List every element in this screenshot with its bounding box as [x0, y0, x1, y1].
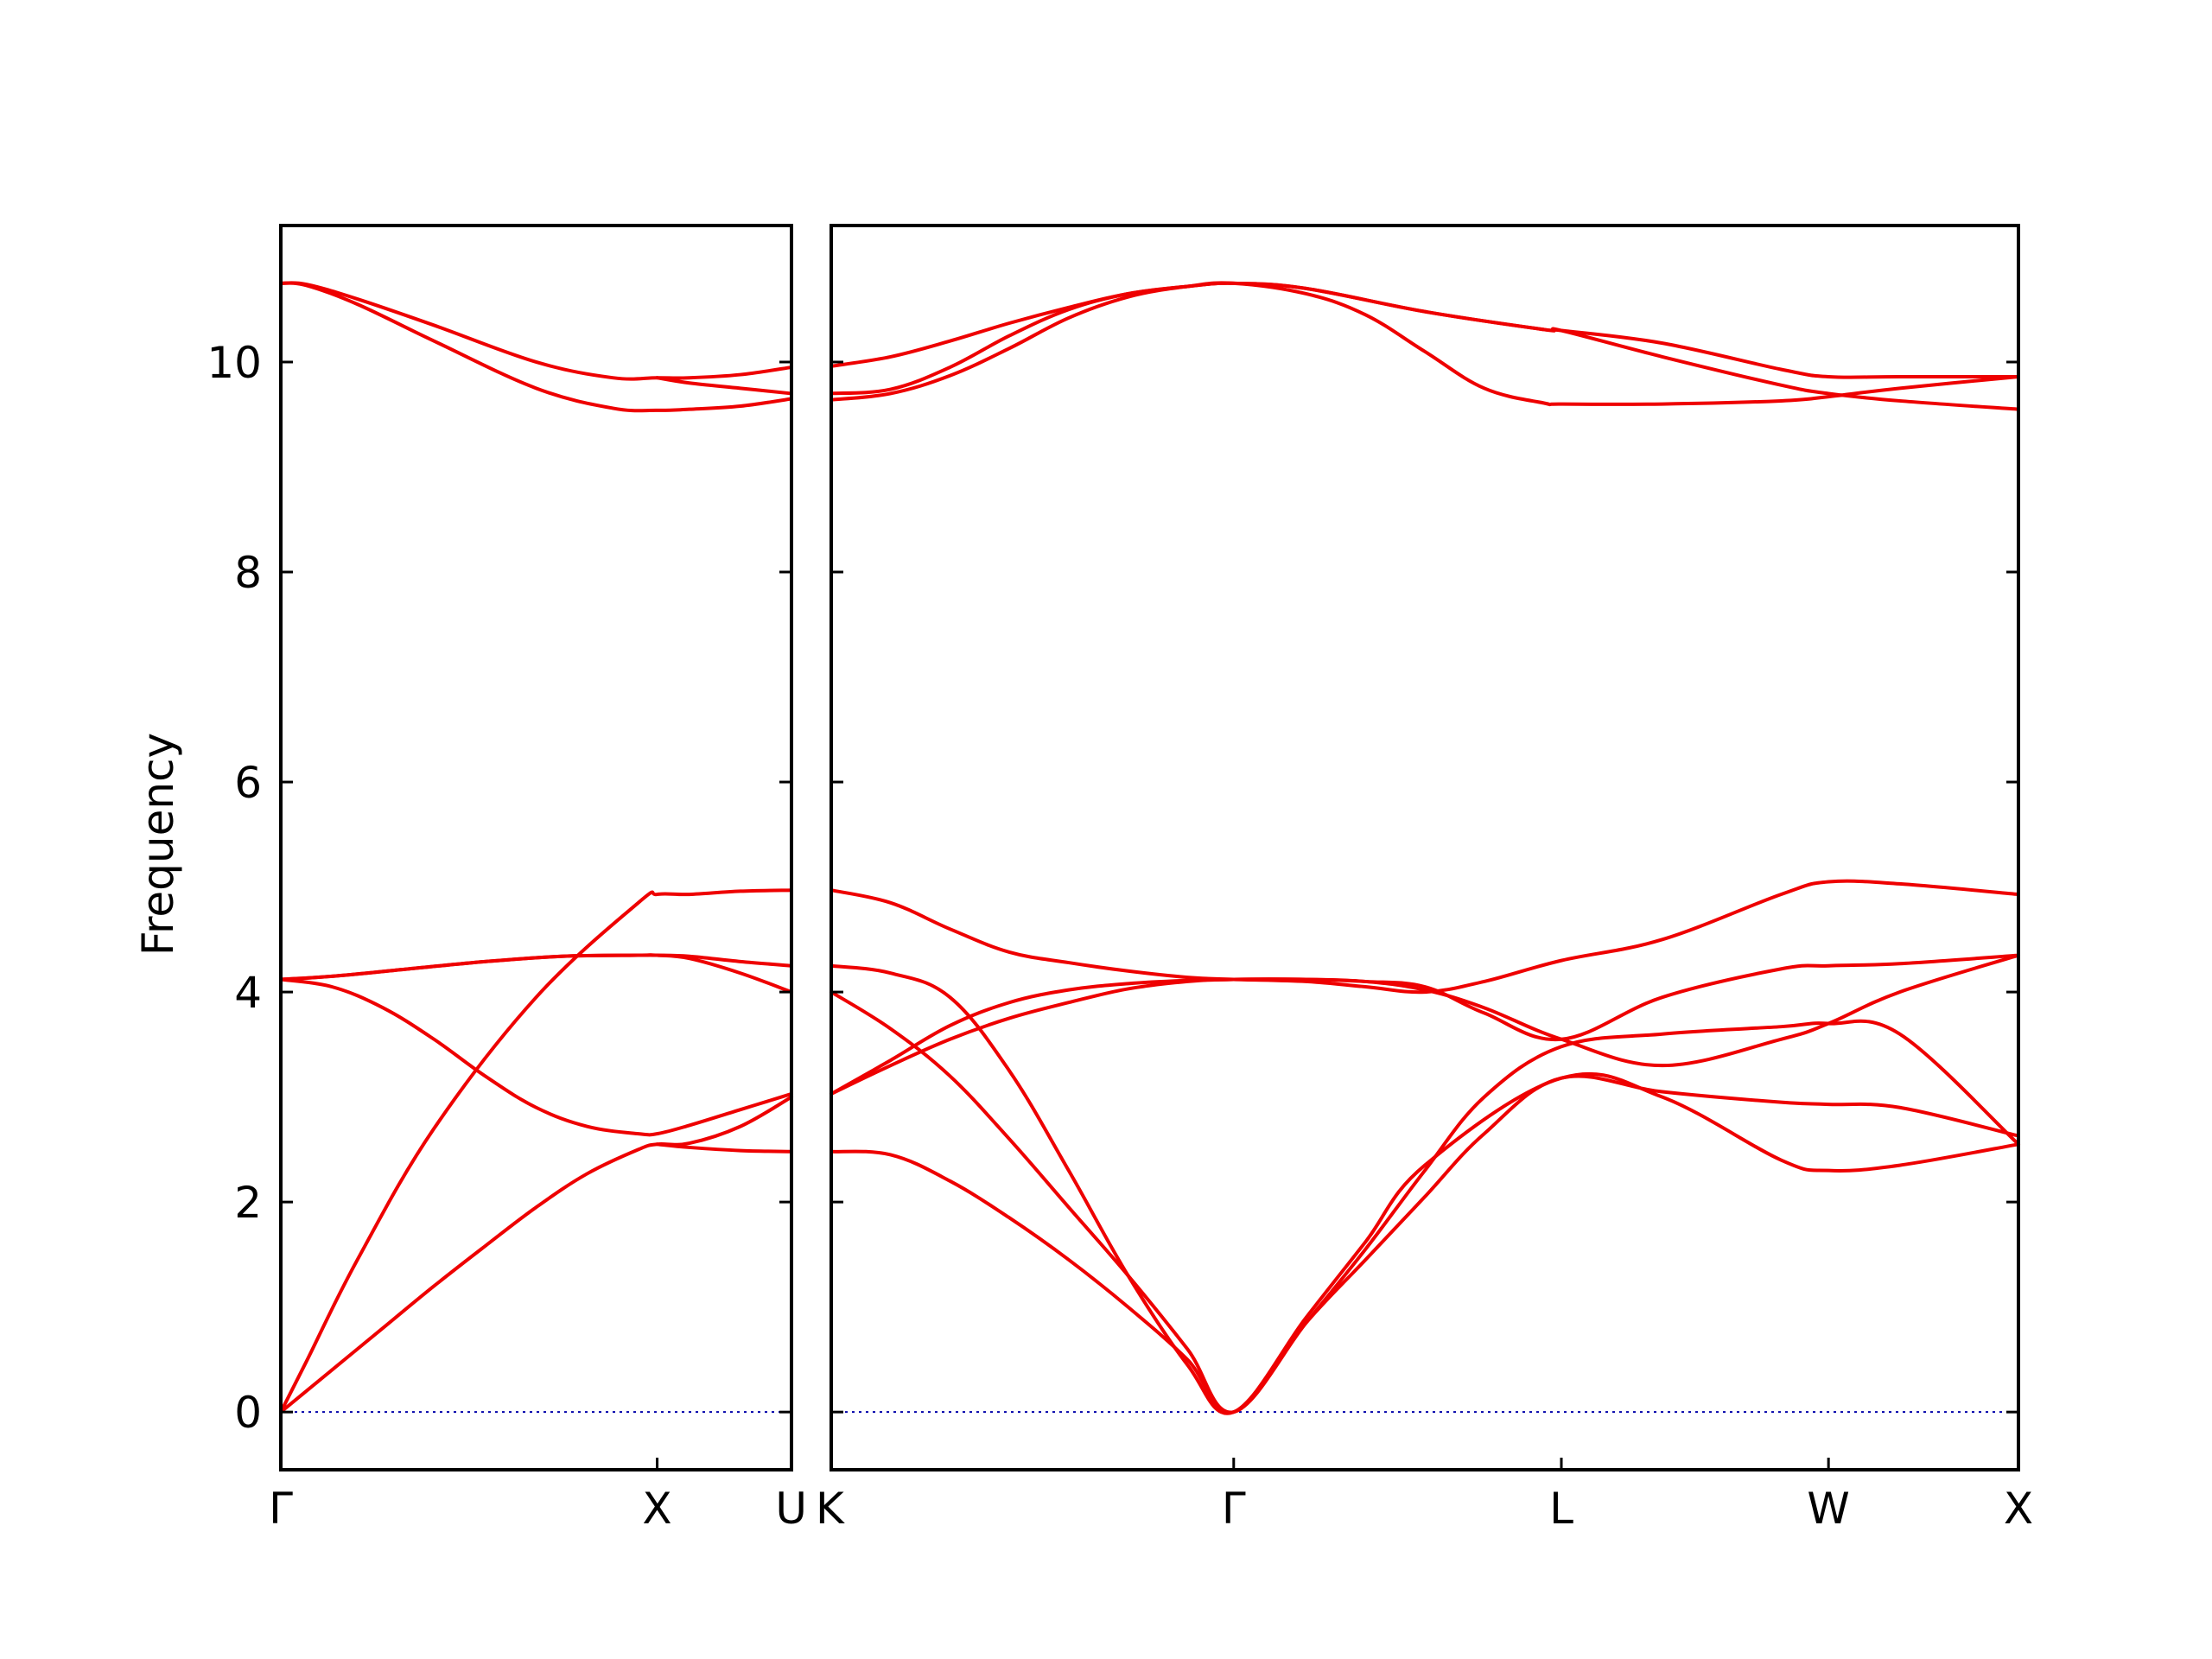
y-tick-label: 4 [234, 968, 262, 1018]
plot-frame [279, 224, 793, 1471]
y-tick-label: 8 [234, 548, 262, 598]
x-tick-label: Γ [1222, 1484, 1246, 1534]
band-line-1-6 [279, 953, 793, 995]
band-line-1-8 [279, 1095, 793, 1414]
band-line-1-3 [655, 376, 793, 396]
y-tick-label: 2 [234, 1178, 262, 1228]
x-tick-label: U [775, 1484, 807, 1534]
band-line-2-5 [830, 963, 2020, 1415]
band-line-1-1 [279, 281, 793, 381]
x-tick-label: K [816, 1484, 845, 1534]
x-tick-label: W [1807, 1484, 1849, 1534]
band-line-2-9 [830, 953, 2020, 1096]
band-line-2-4 [830, 879, 2020, 995]
band-line-1-4 [279, 888, 793, 1414]
band-line-2-1 [830, 281, 2020, 379]
x-tick-label: X [642, 1484, 671, 1534]
x-tick-label: Γ [269, 1484, 293, 1534]
band-line-1-7 [279, 977, 793, 1137]
panel-1: 0 2 4 6 8 10 Γ X U [207, 224, 807, 1534]
plot-frame [830, 224, 2020, 1471]
y-tick-label: 0 [234, 1388, 262, 1438]
y-tick-label: 6 [234, 758, 262, 808]
band-line-2-7 [830, 1074, 2020, 1414]
x-tick-label: X [2004, 1484, 2033, 1534]
y-tick-label: 10 [207, 338, 262, 388]
band-line-2-2 [830, 281, 2020, 411]
y-axis-label: Frequency [133, 733, 183, 956]
band-line-2-6 [830, 990, 2020, 1414]
band-line-1-9 [655, 1142, 793, 1154]
band-line-1-2 [279, 281, 793, 413]
band-line-2-3 [830, 281, 2020, 407]
x-tick-label: L [1549, 1484, 1573, 1534]
